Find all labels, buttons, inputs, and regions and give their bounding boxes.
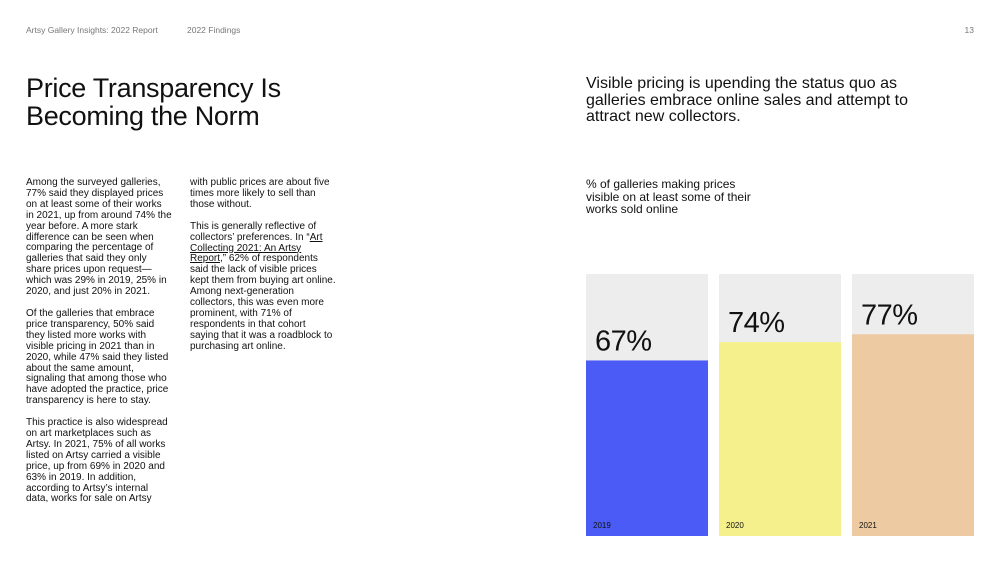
chart-title: Visible pricing is upending the status q… — [586, 75, 908, 125]
bar — [586, 360, 708, 536]
bar — [719, 342, 841, 536]
page-title: Price Transparency Is Becoming the Norm — [26, 73, 281, 131]
report-link[interactable]: Art Collecting 2021: An Artsy Report — [190, 231, 323, 265]
value-label: 74% — [728, 307, 785, 339]
paragraph: Of the galleries that embrace price tran… — [26, 307, 169, 407]
paragraph: This practice is also widespread on art … — [26, 177, 330, 505]
paragraph: This is generally reflective of collecto… — [190, 220, 336, 353]
category-label: 2021 — [859, 521, 877, 530]
report-name: Artsy Gallery Insights: 2022 Report — [26, 25, 158, 35]
paragraph: Among the surveyed galleries, 77% said t… — [26, 177, 172, 298]
category-label: 2019 — [593, 521, 611, 530]
text: This is generally reflective of collecto… — [190, 220, 317, 243]
body-text: Among the surveyed galleries, 77% said t… — [26, 177, 336, 513]
page-number: 13 — [964, 25, 974, 35]
value-label: 67% — [595, 325, 652, 357]
bar — [852, 334, 974, 536]
chart-subtitle: % of galleries making prices visible on … — [586, 177, 751, 217]
section-name: 2022 Findings — [187, 25, 241, 35]
value-label: 77% — [861, 299, 918, 331]
text: ,” 62% of respondents said the lack of v… — [190, 253, 336, 352]
category-label: 2020 — [726, 521, 744, 530]
